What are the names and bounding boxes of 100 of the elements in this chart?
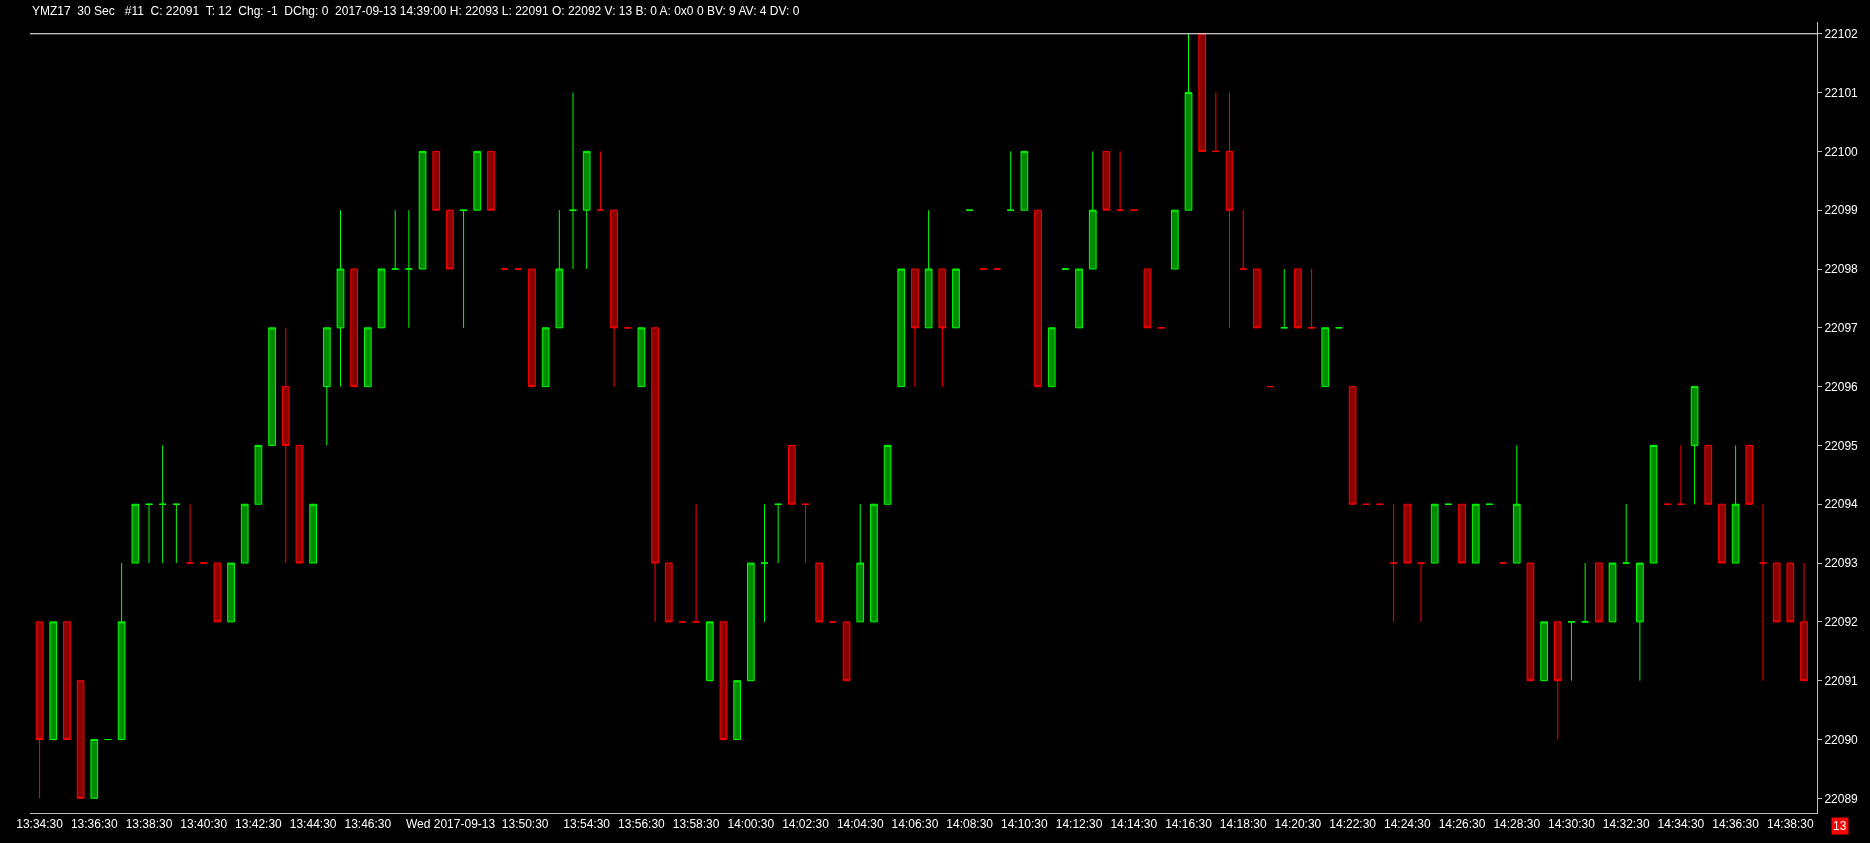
candlestick <box>227 562 235 623</box>
candlestick <box>856 503 865 623</box>
candlestick <box>1198 33 1207 152</box>
y-tick-label: 22102 <box>1824 26 1859 41</box>
x-tick-label: 14:04:30 <box>836 817 884 832</box>
candlestick <box>1170 209 1179 270</box>
candlestick <box>1526 562 1535 682</box>
candlestick <box>774 503 783 564</box>
candlestick <box>1088 150 1097 270</box>
candlestick <box>1006 150 1015 211</box>
y-tick-label: 22089 <box>1824 791 1859 806</box>
y-tick-label: 22094 <box>1824 497 1859 512</box>
candlestick <box>924 209 933 329</box>
y-tick-label: 22093 <box>1824 556 1859 571</box>
candlestick <box>322 327 331 446</box>
candlestick <box>528 268 536 388</box>
candlestick <box>1718 503 1726 564</box>
y-tick-label: 22099 <box>1824 203 1859 218</box>
candlestick <box>76 680 85 799</box>
candlestick <box>1239 209 1248 270</box>
y-tick-label: 22100 <box>1824 144 1859 159</box>
candlestick <box>1690 386 1699 505</box>
candlestick <box>473 150 482 211</box>
x-tick-label: 13:44:30 <box>289 817 337 832</box>
x-tick-label: 14:06:30 <box>891 817 939 832</box>
x-tick-label: 14:16:30 <box>1165 817 1213 832</box>
candlestick <box>49 621 58 740</box>
x-tick-label: 13:36:30 <box>70 817 118 832</box>
y-tick-label: 22096 <box>1824 379 1859 394</box>
x-tick-label: 14:18:30 <box>1219 817 1267 832</box>
x-tick-label: Wed 2017-09-13 13:50:30 <box>405 817 549 832</box>
candlestick <box>1567 621 1576 682</box>
candlestick <box>1471 503 1480 564</box>
candlestick <box>1772 562 1781 623</box>
candlestick <box>1294 268 1302 329</box>
candlestick <box>1047 327 1056 388</box>
candlestick <box>1348 386 1357 505</box>
candlestick <box>459 209 468 329</box>
y-tick-label: 22097 <box>1824 321 1859 336</box>
candlestick <box>35 621 44 799</box>
candlestick <box>1102 150 1111 211</box>
candlestick <box>637 327 646 388</box>
x-tick-label: 14:34:30 <box>1657 817 1705 832</box>
candlestick <box>1581 562 1590 623</box>
x-tick-label: 13:40:30 <box>180 817 228 832</box>
x-tick-label: 13:38:30 <box>125 817 173 832</box>
x-tick-label: 14:26:30 <box>1438 817 1486 832</box>
candlestick <box>1403 503 1412 564</box>
candlestick <box>1800 562 1808 682</box>
candlestick <box>582 150 591 270</box>
x-tick-label: 14:08:30 <box>946 817 994 832</box>
candlestick <box>610 209 618 388</box>
candlestick <box>1608 562 1617 623</box>
candlestick <box>487 150 495 211</box>
candlestick <box>1622 503 1631 564</box>
candlestick <box>651 327 659 623</box>
text: 13 <box>1833 819 1847 833</box>
candlestick <box>541 327 550 388</box>
candlestick <box>842 621 851 682</box>
candlestick <box>1745 444 1754 505</box>
candlestick <box>1212 92 1220 152</box>
candlestick <box>1225 92 1234 329</box>
x-tick-label: 14:14:30 <box>1110 817 1158 832</box>
x-tick-label: 14:00:30 <box>727 817 775 832</box>
candlestick <box>1540 621 1548 682</box>
x-tick-label: 13:58:30 <box>672 817 720 832</box>
candlestick <box>131 503 140 564</box>
candlestick <box>254 444 263 505</box>
candlestick <box>1594 562 1603 623</box>
candlestick <box>1677 444 1685 505</box>
candlestick <box>1253 268 1261 329</box>
candlestick <box>1116 150 1124 211</box>
candlestick <box>1020 150 1029 211</box>
candlestick <box>733 680 741 740</box>
candlestick <box>172 503 181 564</box>
candlestick <box>1704 444 1713 505</box>
candlestick <box>1430 503 1439 564</box>
x-tick-label: 14:28:30 <box>1493 817 1541 832</box>
candlestick <box>117 562 126 740</box>
candlestick <box>1636 562 1644 682</box>
candlestick <box>952 268 960 329</box>
candlestick <box>911 268 919 388</box>
x-tick-label: 14:10:30 <box>1001 817 1049 832</box>
x-tick-label: 14:12:30 <box>1055 817 1103 832</box>
candlestick <box>1184 33 1193 211</box>
candlestick <box>1786 562 1795 623</box>
y-tick-label: 22101 <box>1824 85 1859 100</box>
candlestick <box>897 268 906 388</box>
candlestick <box>377 268 386 329</box>
y-tick-label: 22091 <box>1824 673 1859 688</box>
candlestick <box>596 150 605 211</box>
x-tick-label: 13:34:30 <box>16 817 64 832</box>
candlestick <box>90 738 99 799</box>
candlestick <box>213 562 222 623</box>
candlestick <box>1321 327 1330 388</box>
candlestick <box>692 503 700 623</box>
candlestick <box>746 562 755 682</box>
candlestick <box>1389 503 1398 623</box>
candlestick <box>63 621 71 740</box>
x-tick-label: 14:24:30 <box>1383 817 1432 832</box>
